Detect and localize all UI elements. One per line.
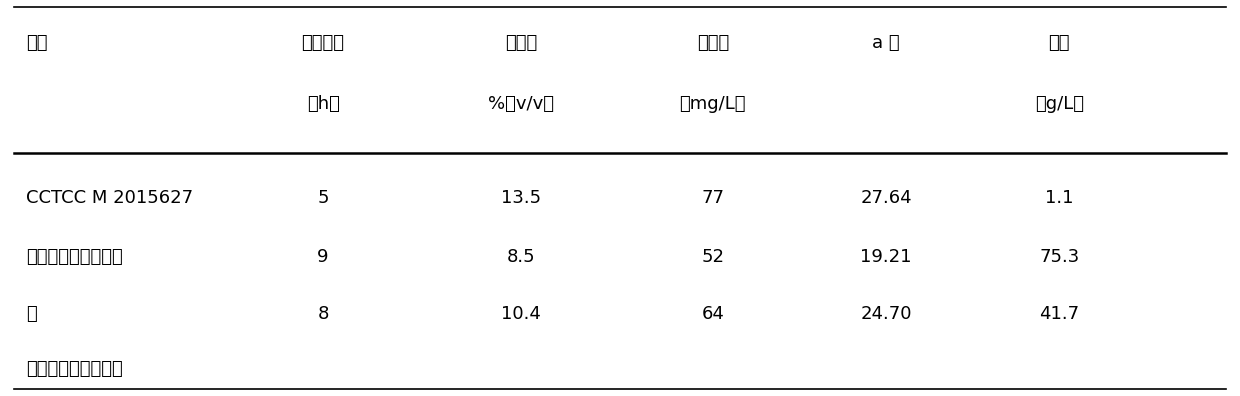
Text: 残糖: 残糖 [1049,34,1070,51]
Text: 母: 母 [26,305,37,323]
Text: 10.4: 10.4 [501,305,541,323]
Text: 酒精度: 酒精度 [505,34,537,51]
Text: 24.70: 24.70 [861,305,911,323]
Text: 64: 64 [702,305,724,323]
Text: 41.7: 41.7 [1039,305,1079,323]
Text: 安琦葡萄酒活性干酵: 安琦葡萄酒活性干酵 [26,248,123,266]
Text: %（v/v）: %（v/v） [489,95,554,112]
Text: （mg/L）: （mg/L） [680,95,746,112]
Text: 8.5: 8.5 [507,248,536,266]
Text: 法国进口葡萄酒酵母: 法国进口葡萄酒酵母 [26,360,123,378]
Text: 1.1: 1.1 [1045,189,1074,207]
Text: 27.64: 27.64 [861,189,911,207]
Text: 13.5: 13.5 [501,189,541,207]
Text: 起酵时间: 起酵时间 [301,34,345,51]
Text: 75.3: 75.3 [1039,248,1079,266]
Text: 花色苷: 花色苷 [697,34,729,51]
Text: 9: 9 [317,248,329,266]
Text: a 値: a 値 [872,34,900,51]
Text: （h）: （h） [306,95,340,112]
Text: 5: 5 [317,189,329,207]
Text: 8: 8 [317,305,329,323]
Text: CCTCC M 2015627: CCTCC M 2015627 [26,189,193,207]
Text: 19.21: 19.21 [861,248,911,266]
Text: （g/L）: （g/L） [1034,95,1084,112]
Text: 52: 52 [702,248,724,266]
Text: 菌种: 菌种 [26,34,47,51]
Text: 77: 77 [702,189,724,207]
